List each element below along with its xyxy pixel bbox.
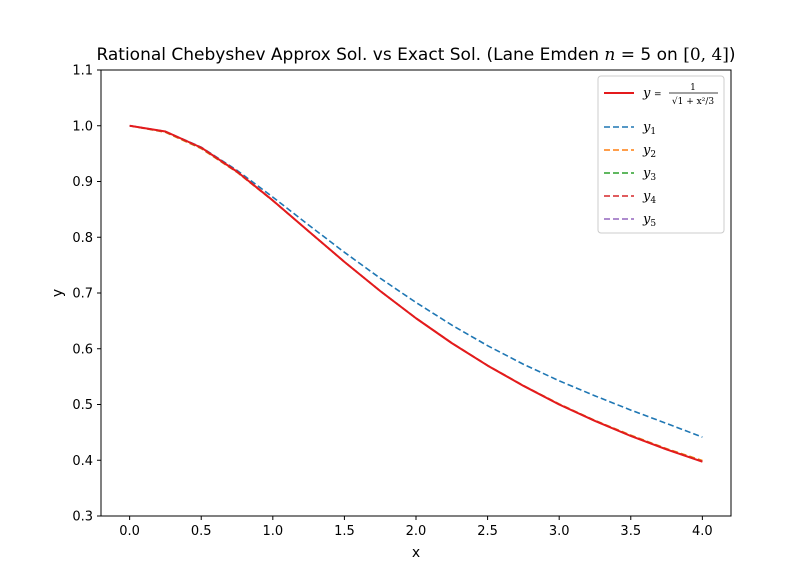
x-tick-label: 0.0 bbox=[119, 524, 140, 539]
y-tick-label: 1.1 bbox=[72, 64, 93, 79]
legend-label-exact-eq: = bbox=[654, 90, 662, 100]
legend-label-y2: y2 bbox=[642, 143, 656, 160]
legend-label-y5: y5 bbox=[642, 212, 656, 229]
y-tick-label: 0.4 bbox=[72, 454, 93, 469]
y-tick-label: 0.5 bbox=[72, 398, 93, 413]
y-tick-label: 0.3 bbox=[72, 510, 93, 525]
plot-area bbox=[129, 124, 703, 463]
x-tick-label: 0.5 bbox=[191, 524, 212, 539]
series-line-exact bbox=[129, 124, 703, 463]
chart-title-eq: = 5 on bbox=[615, 45, 683, 65]
x-tick-label: 4.0 bbox=[692, 524, 713, 539]
x-tick-label: 2.0 bbox=[406, 524, 427, 539]
chart-title-n: n bbox=[604, 45, 615, 65]
chart-title-pre: Rational Chebyshev Approx Sol. vs Exact … bbox=[96, 45, 604, 65]
x-tick-label: 3.5 bbox=[620, 524, 641, 539]
y-axis: 0.3 0.4 0.5 0.6 0.7 0.8 0.9 1.0 1.1 bbox=[72, 64, 101, 525]
legend-label-exact-y: y bbox=[642, 86, 651, 101]
x-tick-label: 1.0 bbox=[262, 524, 283, 539]
y-axis-label: y bbox=[50, 289, 66, 297]
chart-title-post: ) bbox=[729, 45, 736, 65]
legend-frame bbox=[597, 75, 725, 234]
y-tick-label: 0.6 bbox=[72, 342, 93, 357]
x-axis-label: x bbox=[412, 545, 420, 561]
legend: y = 1 √1 + x²/3 y1 y2 y3 y4 y5 bbox=[597, 75, 725, 234]
chart-title: Rational Chebyshev Approx Sol. vs Exact … bbox=[96, 45, 735, 65]
legend-label-y1: y1 bbox=[642, 120, 656, 137]
y-tick-label: 1.0 bbox=[72, 119, 93, 134]
legend-label-exact-denominator: √1 + x²/3 bbox=[672, 96, 714, 107]
x-axis: 0.0 0.5 1.0 1.5 2.0 2.5 3.0 3.5 4.0 bbox=[119, 516, 713, 539]
x-tick-label: 1.5 bbox=[334, 524, 355, 539]
legend-label-y3: y3 bbox=[642, 166, 656, 183]
y-tick-label: 0.7 bbox=[72, 287, 93, 302]
x-tick-label: 3.0 bbox=[549, 524, 570, 539]
chart-title-interval: [0, 4] bbox=[683, 45, 729, 65]
legend-label-y4: y4 bbox=[642, 189, 656, 206]
x-tick-label: 2.5 bbox=[477, 524, 498, 539]
y-tick-label: 0.8 bbox=[72, 231, 93, 246]
legend-label-exact-numerator: 1 bbox=[690, 83, 696, 93]
y-tick-label: 0.9 bbox=[72, 175, 93, 190]
